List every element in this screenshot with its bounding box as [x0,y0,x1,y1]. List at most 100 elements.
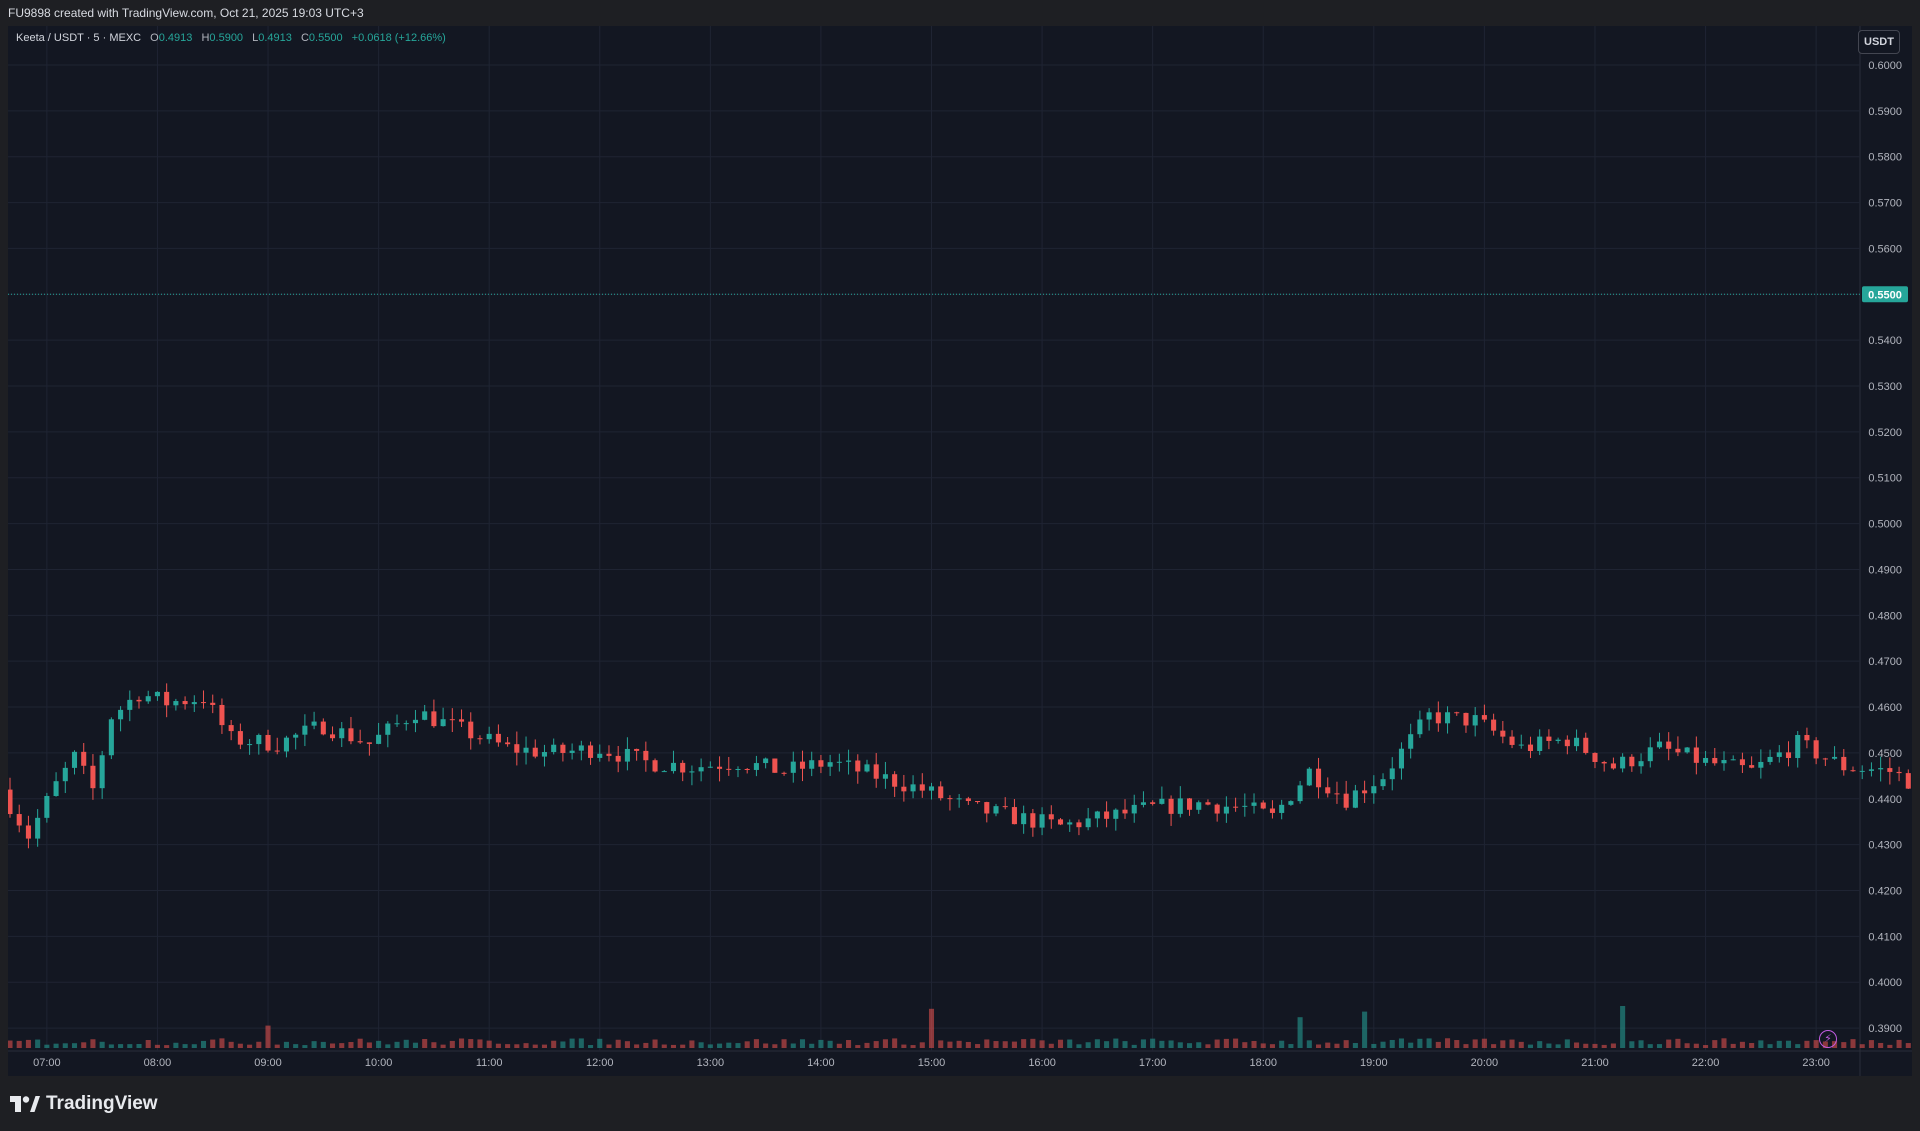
candle-body [1352,790,1358,808]
symbol-label[interactable]: Keeta / USDT · 5 · MEXC [16,32,142,44]
x-tick-label: 11:00 [476,1057,503,1069]
candle-body [1647,747,1653,762]
candle-body [357,741,363,743]
volume-bar [1868,1040,1874,1048]
volume-bar [1813,1040,1819,1048]
volume-bar [1297,1017,1303,1048]
candle-body [1067,822,1073,825]
volume-bar [984,1039,990,1048]
volume-bar [136,1043,142,1048]
candle-body [1472,715,1478,726]
volume-bar [1546,1043,1552,1048]
volume-bar [1454,1040,1460,1048]
volume-bar [1527,1044,1534,1048]
x-tick-label: 08:00 [144,1057,172,1069]
candle-body [1325,787,1331,794]
candle-body [1767,756,1773,762]
y-tick-label: 0.4900 [1868,564,1902,576]
volume-bar [818,1039,824,1048]
volume-bar [357,1038,363,1048]
volume-bar [16,1040,22,1048]
volume-bar [302,1045,308,1048]
volume-bar [643,1042,649,1048]
volume-bar [118,1044,124,1048]
candle-body [1564,739,1570,747]
candle-body [1509,736,1515,745]
candle-body [1085,818,1091,828]
lightning-icon[interactable]: ⚡ [1819,1030,1837,1048]
tradingview-brand[interactable]: TradingView [10,1093,158,1115]
candle-body [127,699,133,710]
y-tick-label: 0.5800 [1868,152,1902,164]
low-label: L [252,32,259,44]
candle-body [615,755,621,762]
volume-bar [1371,1043,1377,1048]
candle-body [560,744,566,753]
candle-body [864,764,870,772]
change-value: +0.0618 (+12.66%) [351,32,446,44]
volume-bar [219,1038,225,1048]
volume-bar [154,1044,160,1048]
volume-bar [569,1038,575,1048]
volume-bar [1574,1042,1580,1048]
top-bar: FU9898 created with TradingView.com, Oct… [0,0,1920,25]
volume-bar [8,1040,13,1048]
candle-body [265,734,271,751]
volume-bar [892,1038,898,1048]
volume-bar [71,1043,78,1048]
volume-bar [35,1039,41,1048]
currency-unit-button[interactable]: USDT [1858,30,1900,54]
candle-body [62,767,68,782]
volume-bar [928,1008,935,1048]
candle-body [1380,779,1386,787]
volume-bar [1638,1040,1644,1048]
volume-bar [1251,1040,1257,1048]
candle-body [1841,756,1847,771]
candle-body [339,728,345,739]
volume-bar [588,1044,594,1048]
y-tick-label: 0.5700 [1868,198,1902,210]
volume-bar [910,1045,916,1048]
candle-body [1454,712,1460,714]
high-value: 0.5900 [209,32,244,44]
volume-bar [1435,1041,1441,1048]
candle-body [855,760,861,772]
candle-body [799,761,806,769]
volume-bar [173,1042,179,1048]
volume-bar [1352,1043,1358,1048]
candle-body [634,748,640,751]
candle-body [1905,773,1911,789]
candle-body [1131,804,1137,814]
chart-background [8,26,1912,1076]
candle-body [1260,802,1266,809]
candle-body [1804,734,1810,741]
candle-body [1205,802,1211,805]
chart-area[interactable]: 0.6000 0.5900 0.5800 0.5700 0.5600 0.5500 0.54… [8,26,1912,1076]
candle-body [145,696,151,702]
volume-bar [247,1044,253,1048]
candlestick-chart[interactable]: 0.6000 0.5900 0.5800 0.5700 0.5600 0.5500 0.54… [8,26,1912,1076]
candle-body [1656,741,1663,748]
x-tick-label: 21:00 [1581,1057,1609,1069]
volume-bar [366,1042,372,1048]
volume-bar [431,1042,437,1048]
candle-body [1315,768,1322,788]
candle-body [320,721,326,735]
volume-bar [809,1043,815,1048]
volume-bar [1758,1040,1764,1048]
candle-body [919,784,925,791]
brand-name: TradingView [46,1093,158,1114]
x-tick-label: 20:00 [1471,1057,1499,1069]
candle-body [422,711,428,720]
volume-bar [1085,1042,1091,1048]
candle-body [477,738,483,740]
volume-bar [1011,1041,1017,1048]
volume-bar [836,1043,842,1048]
candle-body [118,709,124,720]
candle-body [1610,763,1616,769]
volume-bar [597,1038,603,1048]
candle-body [532,747,538,757]
volume-bar [1509,1039,1515,1048]
x-tick-label: 12:00 [586,1057,614,1069]
volume-bar [855,1045,861,1048]
